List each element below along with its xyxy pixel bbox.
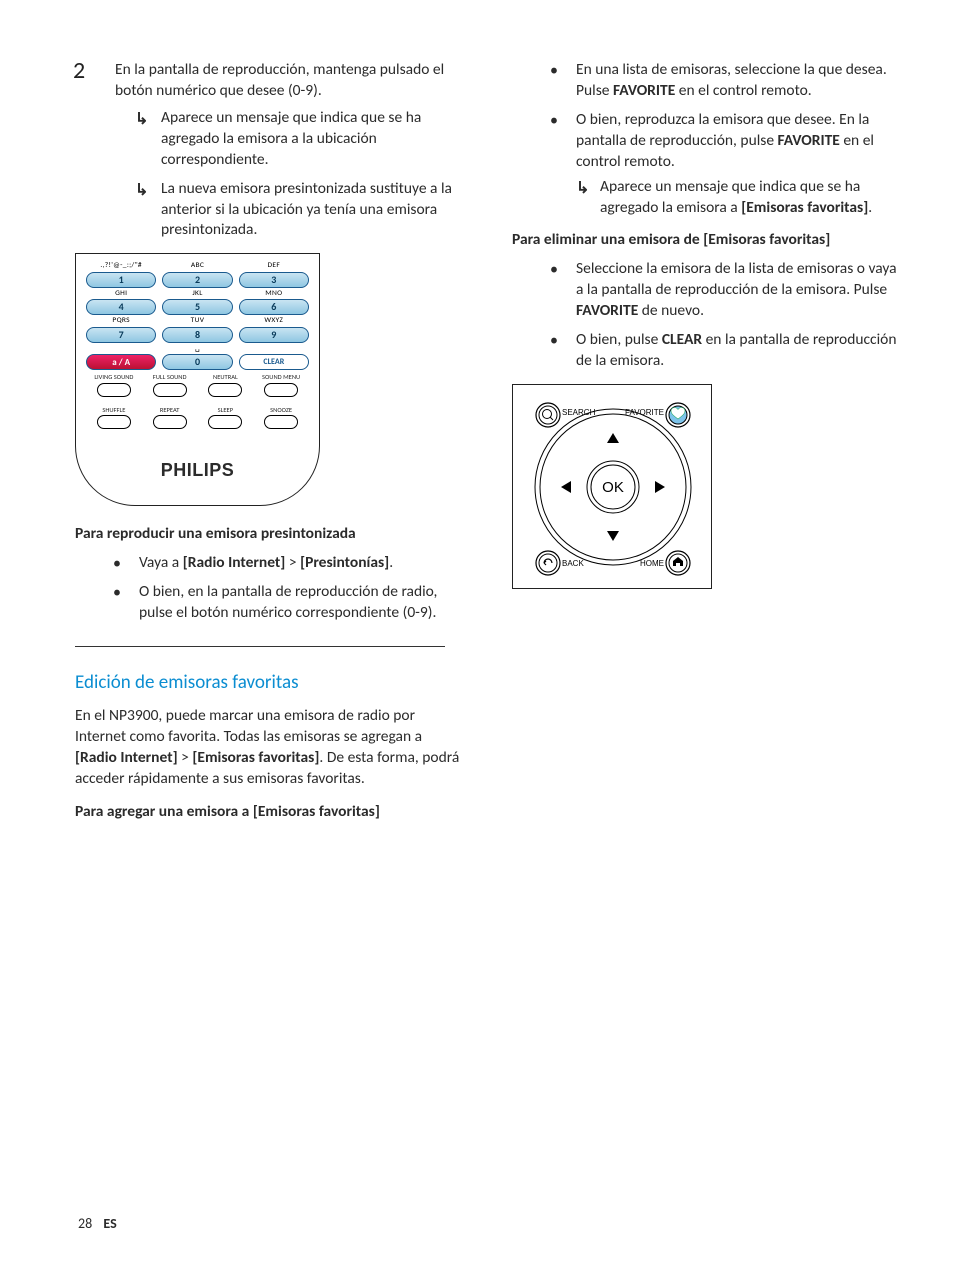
page-number: 28 [78,1215,92,1232]
key-label: DEF [239,262,309,270]
mode-label: REPEAT [142,407,198,430]
navigation-pad-figure: OK SEARCH FAVORITE BACK [512,384,712,589]
mode-label: SHUFFLE [86,407,142,430]
step-number: 2 [73,56,85,85]
home-label: HOME [640,559,664,568]
search-label: SEARCH [562,408,596,417]
left-arrow-icon [561,481,571,493]
mode-label: SNOOZE [253,407,309,430]
result-item: Aparece un mensaje que indica que se ha … [576,177,899,219]
result-item: La nueva emisora presintonizada sustituy… [135,179,462,242]
mode-label: SOUND MENU [253,374,309,397]
result-item: Aparece un mensaje que indica que se ha … [135,108,462,171]
list-item: En una lista de emisoras, seleccione la … [550,60,899,102]
key-label: WXYZ [239,317,309,325]
keypad-7: 7 [86,327,156,343]
left-column: 2 En la pantalla de reproducción, manten… [75,60,462,831]
keypad-9: 9 [239,327,309,343]
play-preset-heading: Para reproducir una emisora presintoniza… [75,524,462,545]
back-icon [544,559,552,565]
key-label: ABC [162,262,232,270]
mode-label: NEUTRAL [198,374,254,397]
down-arrow-icon [607,531,619,541]
key-label [86,345,156,353]
mode-label: FULL SOUND [142,374,198,397]
step-2: 2 En la pantalla de reproducción, manten… [75,60,462,241]
keypad-0: 0 [162,354,232,370]
section-heading-favorites: Edición de emisoras favoritas [75,671,462,694]
list-item: O bien, reproduzca la emisora que desee.… [550,110,899,219]
list-item: Vaya a [Radio Internet] > [Presintonías]… [113,553,462,574]
key-label: ␣ [162,345,232,353]
play-preset-list: Vaya a [Radio Internet] > [Presintonías]… [113,553,462,624]
right-arrow-icon [655,481,665,493]
mode-label: SLEEP [198,407,254,430]
list-item: O bien, pulse CLEAR en la pantalla de re… [550,330,899,372]
key-label: PQRS [86,317,156,325]
ok-label: OK [602,479,624,496]
key-label: TUV [162,317,232,325]
key-label: JKL [162,290,232,298]
list-item: Seleccione la emisora de la lista de emi… [550,259,899,322]
keypad-4: 4 [86,299,156,315]
step-results: Aparece un mensaje que indica que se ha … [115,108,462,242]
list-item: O bien, en la pantalla de reproducción d… [113,582,462,624]
mode-label: LIVING SOUND [86,374,142,397]
key-label: GHI [86,290,156,298]
language-code: ES [103,1215,116,1232]
delete-favorite-list: Seleccione la emisora de la lista de emi… [550,259,899,372]
step-text: En la pantalla de reproducción, mantenga… [115,60,462,102]
keypad-clear: CLEAR [239,354,309,370]
keypad-8: 8 [162,327,232,343]
add-favorite-heading: Para agregar una emisora a [Emisoras fav… [75,802,462,823]
keypad-3: 3 [239,272,309,288]
keypad-case: a / A [86,354,156,370]
add-favorite-list: En una lista de emisoras, seleccione la … [550,60,899,218]
keypad-2: 2 [162,272,232,288]
key-label: MNO [239,290,309,298]
brand-logo: PHILIPS [86,461,309,479]
section-divider [75,646,445,647]
key-label [239,345,309,353]
keypad-6: 6 [239,299,309,315]
home-icon [673,557,683,566]
key-label: .,?!'@-_:;/"# [86,262,156,270]
section-intro: En el NP3900, puede marcar una emisora d… [75,706,462,790]
remote-control-figure: .,?!'@-_:;/"# ABC DEF 123 GHI JKL MNO 456 PQ… [75,253,320,506]
up-arrow-icon [607,433,619,443]
keypad-5: 5 [162,299,232,315]
right-column: En una lista de emisoras, seleccione la … [512,60,899,831]
page-footer: 28 ES [78,1215,117,1232]
keypad-1: 1 [86,272,156,288]
back-label: BACK [562,559,584,568]
delete-favorite-heading: Para eliminar una emisora de [Emisoras f… [512,230,899,251]
favorite-label: FAVORITE [625,408,664,417]
